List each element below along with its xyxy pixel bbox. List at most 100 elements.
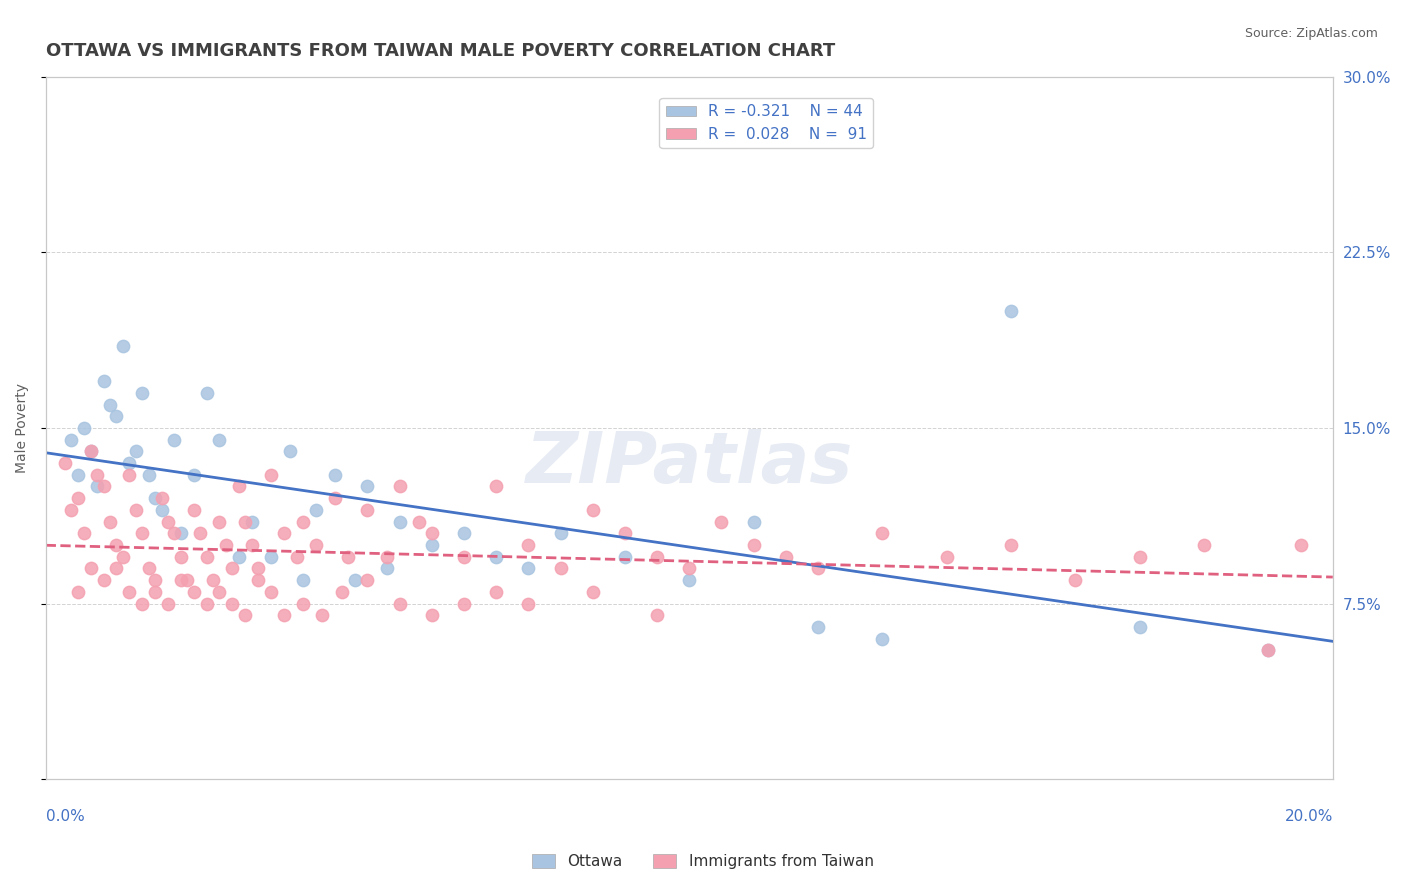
Point xyxy=(228,479,250,493)
Point xyxy=(228,549,250,564)
Point xyxy=(582,585,605,599)
Point xyxy=(105,409,128,424)
Point xyxy=(742,515,765,529)
Point xyxy=(183,585,205,599)
Point xyxy=(170,573,193,587)
Point xyxy=(66,491,89,506)
Point xyxy=(183,467,205,482)
Point xyxy=(125,444,148,458)
Point xyxy=(233,608,256,623)
Point xyxy=(143,573,166,587)
Point xyxy=(375,561,398,575)
Point xyxy=(247,561,270,575)
Point xyxy=(330,585,353,599)
Text: 20.0%: 20.0% xyxy=(1285,809,1333,824)
Point xyxy=(195,597,218,611)
Point xyxy=(613,549,636,564)
Point xyxy=(143,585,166,599)
Point xyxy=(775,549,797,564)
Point xyxy=(1257,643,1279,657)
Point xyxy=(645,608,668,623)
Point xyxy=(453,597,475,611)
Legend: R = -0.321    N = 44, R =  0.028    N =  91: R = -0.321 N = 44, R = 0.028 N = 91 xyxy=(659,98,873,148)
Point xyxy=(215,538,238,552)
Point xyxy=(240,538,263,552)
Point xyxy=(176,573,198,587)
Point xyxy=(260,585,283,599)
Point xyxy=(1000,538,1022,552)
Point xyxy=(278,444,301,458)
Point xyxy=(93,374,115,388)
Point xyxy=(183,503,205,517)
Point xyxy=(86,467,108,482)
Point xyxy=(678,573,700,587)
Point xyxy=(201,573,224,587)
Point xyxy=(388,479,411,493)
Point xyxy=(356,503,378,517)
Point xyxy=(105,538,128,552)
Text: 0.0%: 0.0% xyxy=(45,809,84,824)
Point xyxy=(208,585,231,599)
Point xyxy=(138,561,160,575)
Point xyxy=(156,515,179,529)
Text: OTTAWA VS IMMIGRANTS FROM TAIWAN MALE POVERTY CORRELATION CHART: OTTAWA VS IMMIGRANTS FROM TAIWAN MALE PO… xyxy=(45,42,835,60)
Point xyxy=(1192,538,1215,552)
Point xyxy=(131,597,153,611)
Point xyxy=(273,526,295,541)
Point xyxy=(125,503,148,517)
Point xyxy=(1257,643,1279,657)
Point xyxy=(872,632,894,646)
Point xyxy=(93,479,115,493)
Legend: Ottawa, Immigrants from Taiwan: Ottawa, Immigrants from Taiwan xyxy=(526,848,880,875)
Point xyxy=(1064,573,1087,587)
Point xyxy=(323,491,346,506)
Point xyxy=(388,515,411,529)
Point xyxy=(221,561,243,575)
Point xyxy=(485,479,508,493)
Point xyxy=(118,467,141,482)
Point xyxy=(273,608,295,623)
Point xyxy=(420,538,443,552)
Point xyxy=(195,385,218,400)
Point xyxy=(550,561,572,575)
Point xyxy=(150,503,173,517)
Point xyxy=(292,597,315,611)
Point xyxy=(111,339,134,353)
Point xyxy=(163,526,186,541)
Point xyxy=(388,597,411,611)
Point xyxy=(93,573,115,587)
Point xyxy=(73,526,96,541)
Point xyxy=(453,526,475,541)
Point xyxy=(80,561,103,575)
Point xyxy=(645,549,668,564)
Point xyxy=(311,608,333,623)
Point xyxy=(1129,549,1152,564)
Point xyxy=(1289,538,1312,552)
Point xyxy=(292,515,315,529)
Text: ZIPatlas: ZIPatlas xyxy=(526,428,853,498)
Point xyxy=(420,526,443,541)
Point xyxy=(453,549,475,564)
Point xyxy=(240,515,263,529)
Point xyxy=(170,526,193,541)
Point xyxy=(138,467,160,482)
Point xyxy=(292,573,315,587)
Point xyxy=(118,456,141,470)
Point xyxy=(247,573,270,587)
Point xyxy=(517,561,540,575)
Point xyxy=(188,526,211,541)
Point xyxy=(285,549,308,564)
Point xyxy=(323,467,346,482)
Point xyxy=(163,433,186,447)
Point xyxy=(356,573,378,587)
Point xyxy=(408,515,430,529)
Point xyxy=(356,479,378,493)
Point xyxy=(613,526,636,541)
Point xyxy=(208,515,231,529)
Point xyxy=(260,549,283,564)
Point xyxy=(98,397,121,411)
Point xyxy=(195,549,218,564)
Point xyxy=(517,597,540,611)
Point xyxy=(742,538,765,552)
Point xyxy=(73,421,96,435)
